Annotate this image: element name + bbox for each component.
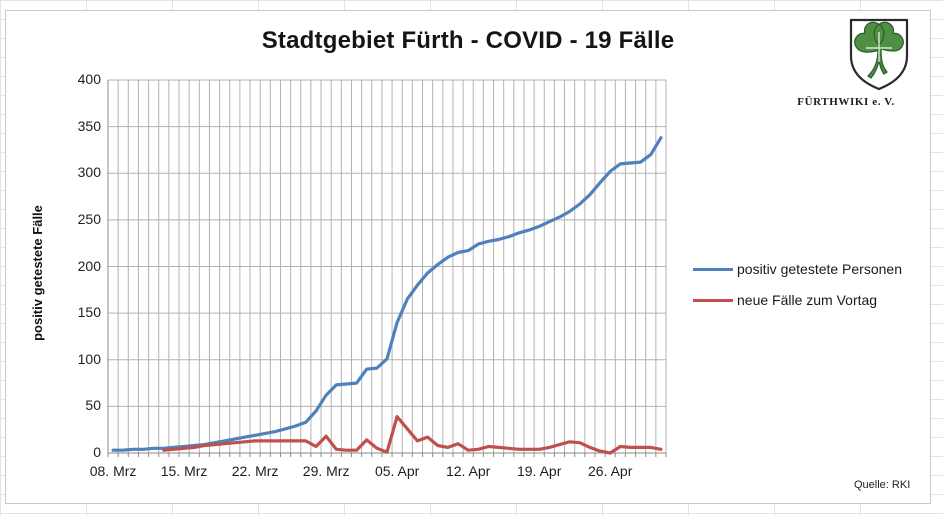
plot-area bbox=[107, 79, 667, 457]
fuerthwiki-logo-caption: FÜRTHWIKI e. V. bbox=[797, 96, 895, 108]
y-axis-tick-label: 100 bbox=[77, 350, 101, 367]
chart-title: Stadtgebiet Fürth - COVID - 19 Fälle bbox=[261, 27, 675, 54]
x-axis-tick-label: 15. Mrz bbox=[160, 463, 208, 479]
x-axis-tick-label: 08. Mrz bbox=[89, 463, 137, 479]
y-axis-tick-label: 50 bbox=[85, 397, 101, 414]
x-axis-tick-label: 19. Apr bbox=[516, 463, 562, 479]
legend-line-swatch-positiv bbox=[693, 267, 733, 271]
y-axis-tick-label: 300 bbox=[77, 164, 101, 181]
x-axis-tick-label: 26. Apr bbox=[588, 463, 633, 479]
y-axis-title: positiv getestete Fälle bbox=[30, 205, 45, 341]
legend-label-neue-faelle: neue Fälle zum Vortag bbox=[737, 292, 878, 308]
x-axis-tick-label: 22. Mrz bbox=[231, 463, 279, 479]
plot-svg bbox=[107, 79, 667, 457]
fuerthwiki-shield-icon bbox=[849, 18, 909, 91]
legend-item-neue-faelle: neue Fälle zum Vortag bbox=[693, 289, 902, 311]
y-axis-tick-label: 350 bbox=[77, 117, 101, 134]
y-axis-tick-label: 400 bbox=[77, 71, 101, 87]
x-axis-tick-label: 12. Apr bbox=[445, 463, 491, 479]
legend-line-swatch-neue-faelle bbox=[693, 298, 733, 302]
y-axis-tick-label: 150 bbox=[77, 304, 101, 321]
y-axis-tick-label: 0 bbox=[93, 444, 101, 460]
chart-legend: positiv getestete Personen neue Fälle zu… bbox=[693, 258, 902, 320]
x-axis-tick-label: 29. Mrz bbox=[302, 463, 350, 479]
x-axis-tick-label: 05. Apr bbox=[374, 463, 420, 479]
legend-label-positiv: positiv getestete Personen bbox=[737, 261, 902, 277]
source-note: Quelle: RKI bbox=[854, 479, 911, 491]
series-line-0 bbox=[111, 136, 663, 452]
y-axis-tick-label: 250 bbox=[77, 210, 101, 227]
y-axis-tick-label: 200 bbox=[77, 257, 101, 274]
series-line-1 bbox=[162, 415, 663, 455]
legend-item-positiv: positiv getestete Personen bbox=[693, 258, 902, 280]
chart-container: Stadtgebiet Fürth - COVID - 19 Fälle FÜR… bbox=[5, 10, 931, 504]
